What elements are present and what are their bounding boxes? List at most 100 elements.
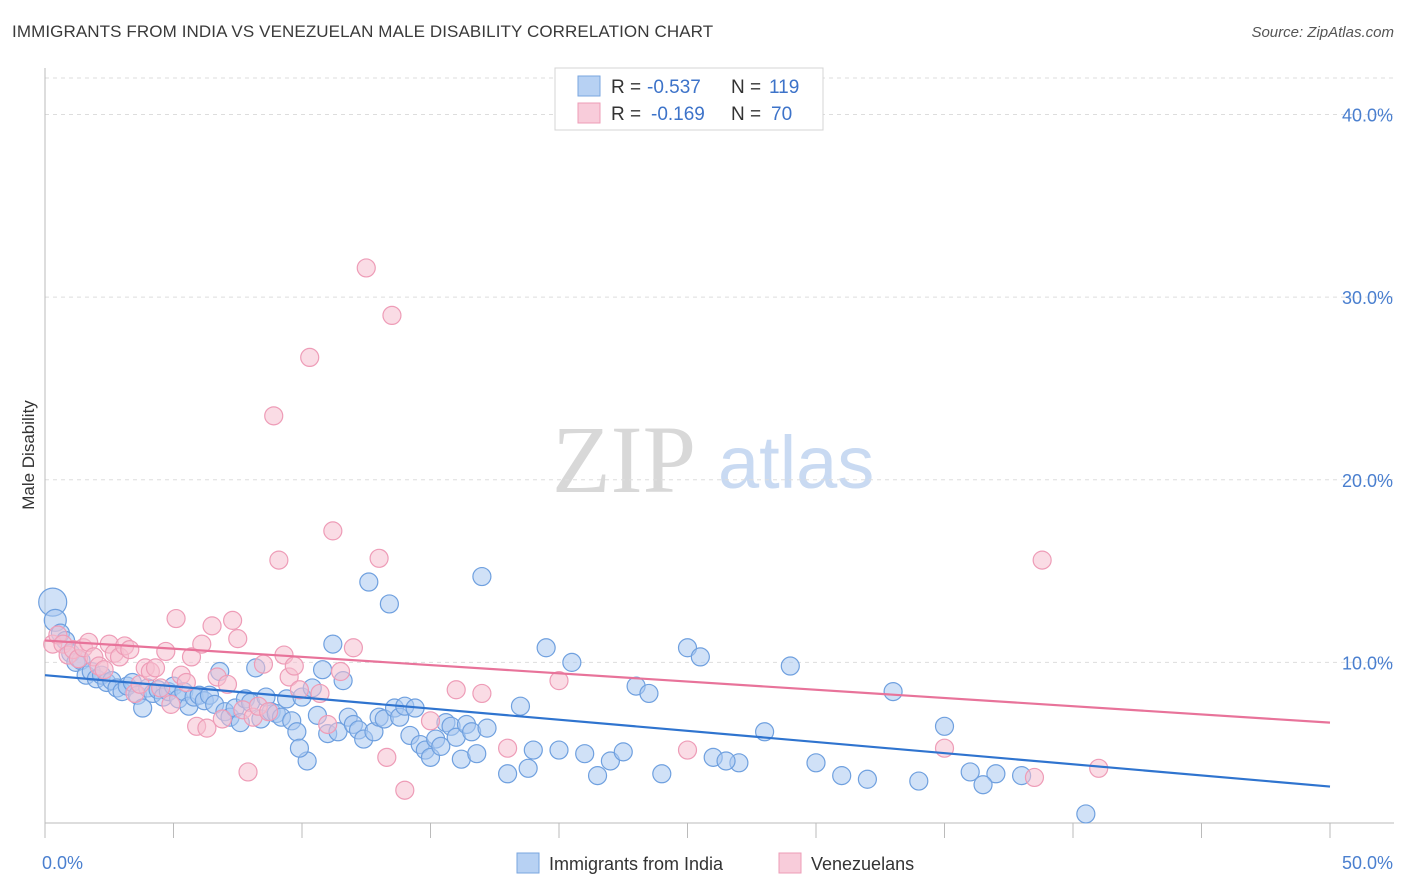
data-point [284,656,304,676]
y-tick-label: 20.0% [1342,471,1393,491]
data-point [467,744,487,764]
data-point [145,658,166,678]
legend-n-label-1: N = [731,77,761,98]
data-point [289,738,310,758]
y-tick-labels: 10.0% 20.0% 30.0% 40.0% [1342,106,1393,674]
data-point [1032,550,1052,570]
series-legend-label-india: Immigrants from India [549,854,724,874]
data-point [151,678,171,698]
x-tick-label-min: 0.0% [42,853,83,873]
data-point [549,671,569,691]
data-point [832,766,852,786]
data-point [420,711,441,731]
data-point [716,751,736,771]
data-point [287,722,307,742]
series-venezuelans-points [43,258,1109,800]
data-point [323,521,343,541]
data-point [217,674,238,694]
data-point [1089,758,1109,778]
data-point [269,550,289,570]
data-point [379,594,399,614]
legend-n-value-1: 119 [769,77,799,98]
watermark-zip: ZIP [552,406,696,513]
data-point [562,652,582,672]
data-point [613,742,633,762]
y-axis-label: Male Disability [19,400,38,510]
data-point [312,660,333,680]
data-point [238,762,258,782]
watermark-atlas: atlas [718,421,874,504]
data-point [264,406,284,426]
legend-swatch-blue [577,75,601,97]
data-point [318,714,338,735]
data-point [518,758,538,778]
data-point [909,771,929,791]
data-point [289,680,310,700]
data-point [472,683,492,704]
series-legend-swatch-india [516,852,540,874]
y-tick-label: 40.0% [1342,106,1393,126]
series-legend: Immigrants from India Venezuelans [516,852,914,874]
data-point [587,766,608,786]
data-point [330,661,351,682]
legend-swatch-pink [577,102,601,124]
data-point [94,660,114,680]
data-point [181,647,202,667]
data-point [161,694,181,714]
data-point [934,716,955,736]
data-point [652,764,672,784]
data-point [986,764,1006,784]
x-axis-ticks [44,823,1331,838]
data-point [192,634,212,654]
data-point [166,608,186,629]
legend-n-label-2: N = [731,104,761,125]
trend-line-india [44,674,1331,788]
data-point [510,696,531,716]
data-point [477,718,497,738]
data-point [356,258,376,278]
axes [44,68,1394,824]
chart-title: IMMIGRANTS FROM INDIA VS VENEZUELAN MALE… [12,22,714,41]
data-point [960,762,980,782]
data-point [575,744,595,764]
data-point [536,638,556,658]
data-point [1076,804,1096,824]
legend-r-value-2: -0.169 [651,104,705,125]
data-point [780,656,800,676]
data-point [690,647,710,667]
data-point [120,639,140,660]
legend-r-label-2: R = [611,104,641,125]
data-point [498,738,518,758]
series-india-points [38,566,1096,824]
data-point [883,681,903,702]
y-tick-label: 10.0% [1342,653,1393,673]
data-point [197,718,217,738]
data-point [523,740,543,760]
data-point [472,566,492,587]
data-point [431,736,451,756]
data-point [446,680,466,700]
data-point [228,629,248,649]
data-point [258,702,279,722]
stats-legend: R = -0.537 N = 119 R = -0.169 N = 70 [554,67,824,131]
data-point [359,572,379,592]
legend-r-label-1: R = [611,77,641,98]
data-point [806,753,826,773]
legend-n-value-2: 70 [771,104,792,125]
series-legend-label-venezuelans: Venezuelans [811,854,914,874]
data-point [156,641,176,662]
x-tick-label-max: 50.0% [1342,853,1393,873]
data-point [377,747,397,767]
data-point [677,740,698,760]
data-point [857,769,878,789]
data-point [202,616,222,636]
gridlines [45,77,1394,663]
series-legend-swatch-venezuelans [778,852,802,874]
data-point [300,347,320,368]
data-point [382,305,402,326]
data-point [223,610,243,630]
data-point [639,683,659,704]
data-point [323,634,343,654]
data-point [212,709,232,729]
